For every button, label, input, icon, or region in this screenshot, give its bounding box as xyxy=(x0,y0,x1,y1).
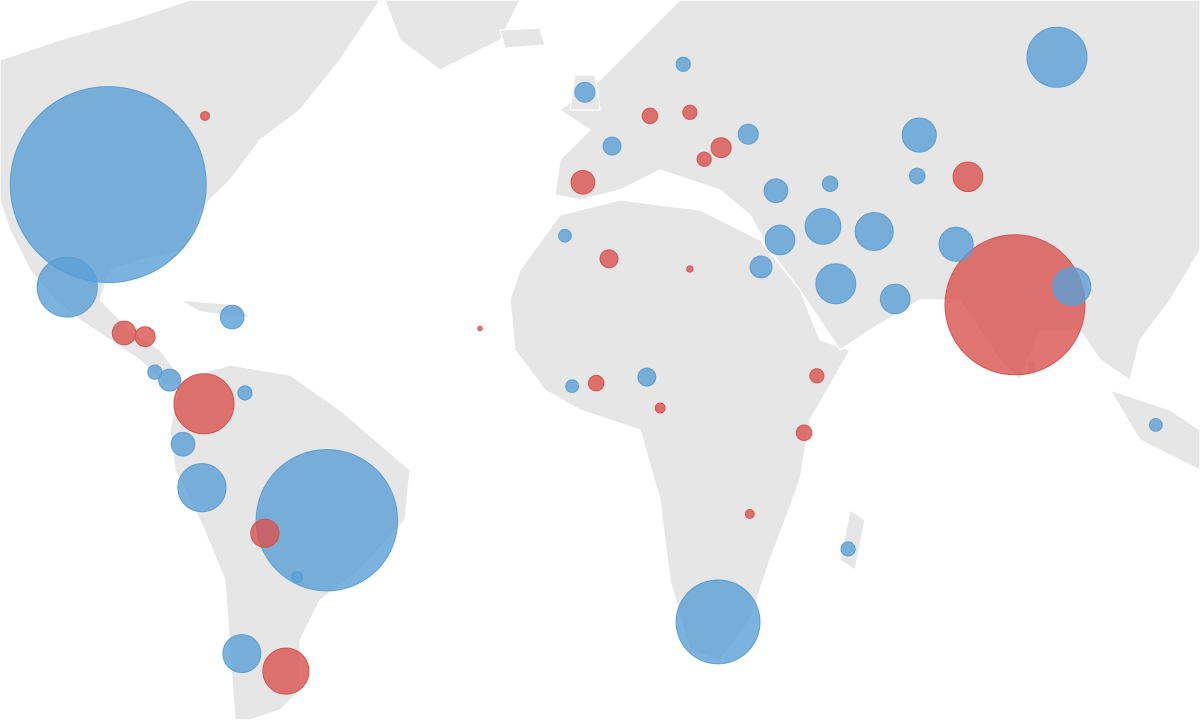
bubble xyxy=(111,320,137,346)
bubble xyxy=(36,256,98,318)
bubble xyxy=(237,385,253,401)
bubble xyxy=(219,304,245,330)
bubble xyxy=(173,373,235,435)
bubble xyxy=(570,169,596,195)
bubble xyxy=(854,211,894,251)
bubble xyxy=(682,104,698,120)
bubble xyxy=(262,647,310,695)
bubble xyxy=(952,161,984,193)
bubble xyxy=(477,325,483,332)
bubble xyxy=(764,224,796,256)
bubble xyxy=(9,86,207,284)
bubble xyxy=(200,110,210,121)
bubble xyxy=(815,263,857,305)
iceland xyxy=(499,27,546,49)
bubble xyxy=(558,228,572,243)
bubble xyxy=(291,571,304,584)
bubble xyxy=(147,364,163,380)
bubble xyxy=(641,107,659,125)
bubbles xyxy=(9,26,1163,695)
bubble xyxy=(809,368,825,384)
bubble xyxy=(744,509,755,519)
greenland xyxy=(384,0,521,71)
bubble xyxy=(158,368,182,392)
bubble xyxy=(821,175,839,193)
bubble xyxy=(795,424,813,442)
bubble xyxy=(938,226,974,262)
bubble xyxy=(599,249,619,269)
bubble xyxy=(134,326,156,348)
bubble xyxy=(840,541,856,557)
bubble xyxy=(749,255,773,279)
bubble xyxy=(675,56,691,72)
bubble xyxy=(737,123,759,145)
bubble xyxy=(710,137,732,159)
bubble xyxy=(1052,266,1092,306)
bubble xyxy=(804,208,842,245)
bubble xyxy=(255,448,399,592)
bubble xyxy=(574,81,596,103)
bubble xyxy=(1148,418,1163,432)
bubble xyxy=(602,136,622,156)
bubble xyxy=(177,463,227,513)
bubble xyxy=(250,518,280,548)
bubble xyxy=(637,367,657,387)
bubble xyxy=(944,234,1086,376)
bubble xyxy=(901,117,937,153)
bubble xyxy=(696,151,712,167)
bubble xyxy=(908,167,926,185)
madagascar xyxy=(839,509,866,571)
bubble xyxy=(879,283,911,315)
bubble xyxy=(565,379,579,394)
bubble xyxy=(675,579,761,665)
bubble xyxy=(654,402,666,414)
bubble xyxy=(222,634,262,674)
bubble xyxy=(587,374,605,392)
bubble xyxy=(686,265,694,273)
bubble xyxy=(1026,26,1088,88)
bubble xyxy=(170,431,196,457)
bubble xyxy=(763,178,789,204)
